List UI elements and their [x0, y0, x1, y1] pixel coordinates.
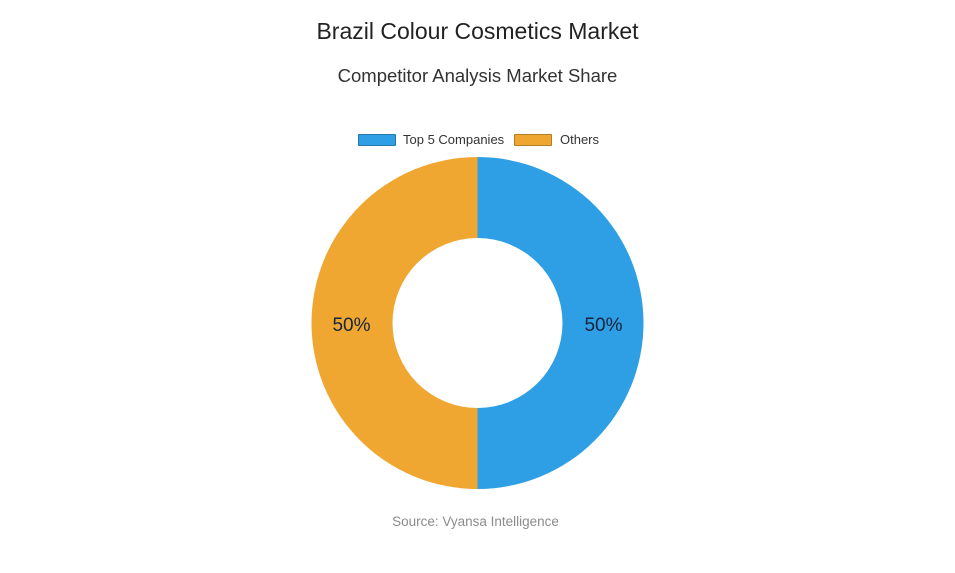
svg-text:50%: 50%	[332, 315, 370, 336]
svg-text:50%: 50%	[584, 315, 622, 336]
